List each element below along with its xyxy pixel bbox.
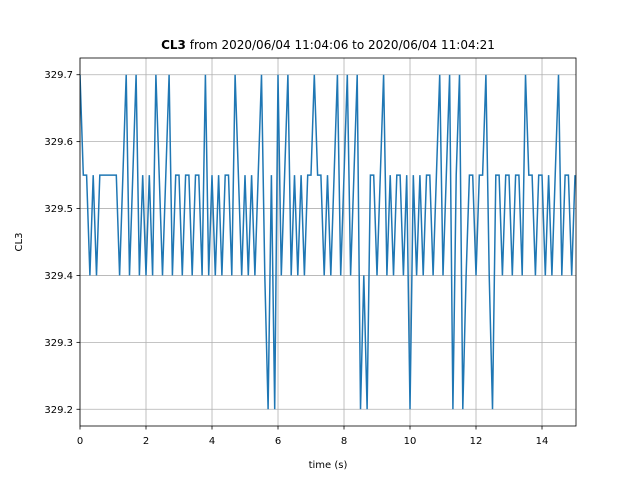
x-tick-label: 6 (275, 436, 281, 447)
x-tick-label: 14 (536, 436, 549, 447)
y-tick-label: 329.5 (44, 204, 73, 215)
x-axis-label: time (s) (309, 460, 348, 471)
y-tick-label: 329.7 (44, 70, 73, 81)
x-tick-label: 0 (77, 436, 83, 447)
data-line (80, 74, 576, 410)
y-tick-label: 329.3 (44, 338, 73, 349)
chart-title: CL3 from 2020/06/04 11:04:06 to 2020/06/… (161, 38, 495, 52)
x-tick-label: 10 (404, 436, 417, 447)
title-bold: CL3 (161, 38, 186, 52)
plot-frame (79, 57, 577, 427)
y-axis-label: CL3 (14, 233, 25, 252)
title-text: from 2020/06/04 11:04:06 to 2020/06/04 1… (190, 38, 495, 52)
x-tick-label: 8 (341, 436, 347, 447)
y-tick-label: 329.6 (44, 137, 73, 148)
x-tick-label: 12 (470, 436, 483, 447)
x-tick-label: 2 (143, 436, 149, 447)
y-tick-label: 329.2 (44, 405, 73, 416)
y-tick-label: 329.4 (44, 271, 73, 282)
x-tick-label: 4 (209, 436, 215, 447)
